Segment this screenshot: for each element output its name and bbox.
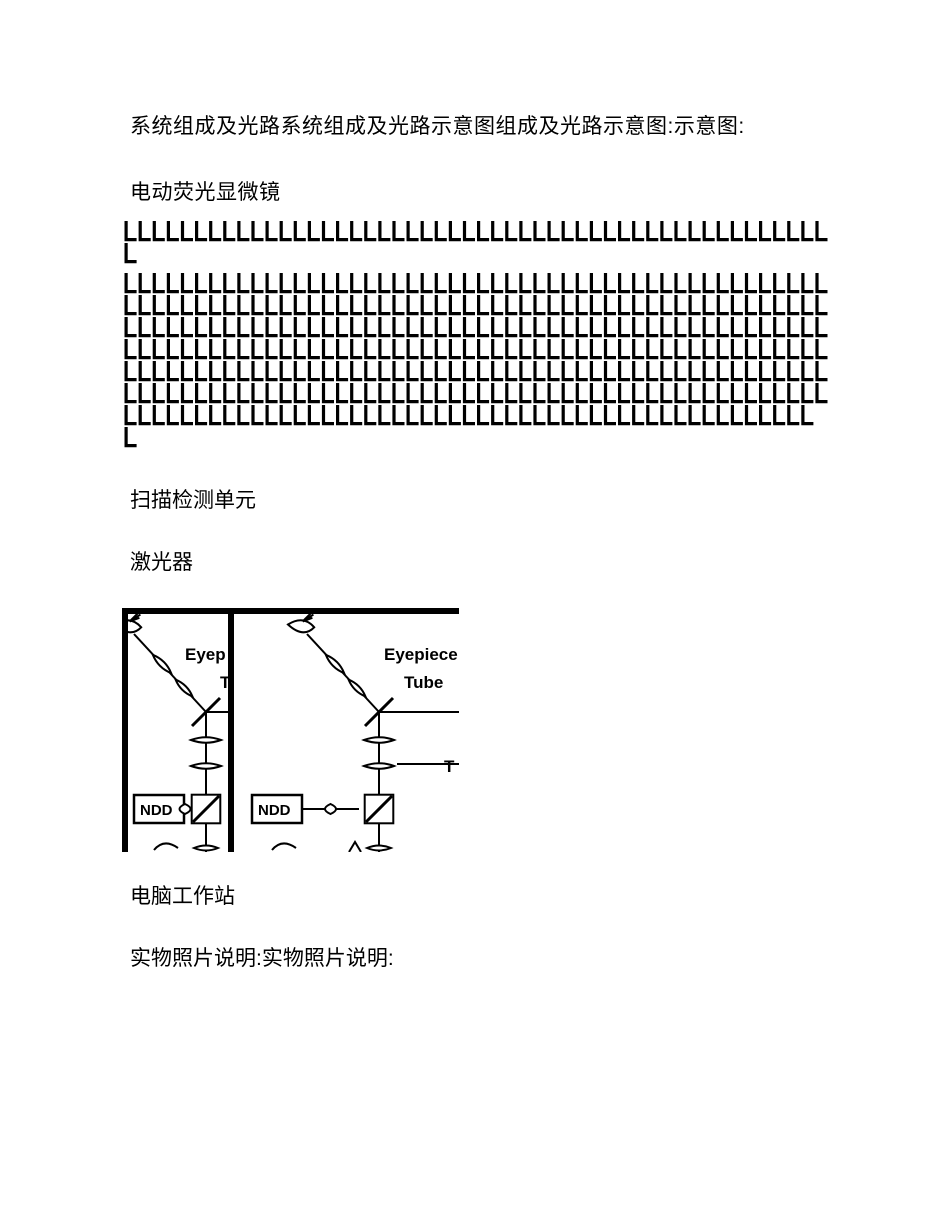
svg-text:NDD: NDD — [140, 802, 173, 819]
title-line: 系统组成及光路系统组成及光路示意图组成及光路示意图:示意图: — [130, 110, 825, 140]
pattern-block-2 — [122, 272, 832, 450]
svg-text:Tube: Tube — [404, 673, 443, 692]
label-microscope: 电动荧光显微镜 — [130, 176, 825, 206]
diagram-svg-2: Eyepiece Tube T NDD — [234, 614, 459, 852]
label-scan-unit: 扫描检测单元 — [130, 484, 825, 514]
diagram-partial-1: Eyep T NDD — [122, 608, 228, 852]
svg-text:Eyep: Eyep — [185, 645, 226, 664]
diagram-row: Eyep T NDD Eyepiece Tube T NDD — [122, 608, 825, 852]
pattern-block-1 — [122, 220, 832, 266]
label-photo-desc: 实物照片说明:实物照片说明: — [130, 942, 825, 972]
svg-text:T: T — [220, 673, 228, 692]
diagram-partial-2: Eyepiece Tube T NDD — [228, 608, 459, 852]
diagram-svg-1: Eyep T NDD — [128, 614, 228, 852]
svg-text:NDD: NDD — [258, 802, 291, 819]
label-workstation: 电脑工作站 — [130, 880, 825, 910]
svg-text:Eyepiece: Eyepiece — [384, 645, 458, 664]
svg-text:T: T — [444, 757, 455, 776]
label-laser: 激光器 — [130, 546, 825, 576]
